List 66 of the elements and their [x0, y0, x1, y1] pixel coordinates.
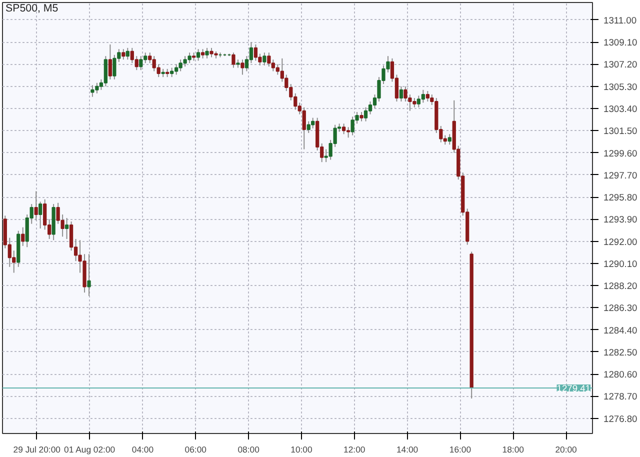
- candlestick: [249, 42, 254, 64]
- x-tick-label: 01 Aug 02:00: [64, 444, 116, 454]
- y-tick-label: 1286.30: [604, 303, 638, 314]
- y-tick-label: 1292.00: [604, 236, 638, 247]
- candlestick: [122, 48, 126, 60]
- candlestick: [196, 48, 200, 62]
- y-tick-label: 1307.20: [604, 60, 638, 70]
- y-tick-label: 1288.20: [604, 281, 638, 292]
- candlestick: [262, 52, 266, 66]
- candlestick: [364, 106, 368, 122]
- candlestick: [64, 218, 69, 240]
- y-tick-label: 1311.00: [604, 15, 637, 26]
- candlestick: [108, 44, 112, 80]
- candlestick: [346, 126, 350, 138]
- y-tick-label: 1295.80: [604, 192, 638, 203]
- x-tick-label: 08:00: [238, 444, 260, 454]
- candlestick: [448, 134, 452, 146]
- candlestick: [360, 111, 364, 122]
- candlestick: [112, 54, 116, 80]
- candlestick: [139, 56, 143, 71]
- x-tick-label: 06:00: [184, 444, 207, 454]
- candlestick: [421, 89, 425, 104]
- candlestick: [205, 47, 209, 59]
- x-tick-label: 14:00: [396, 444, 418, 454]
- ref-line-label: 1279.41: [556, 383, 591, 394]
- candlestick: [104, 56, 108, 87]
- y-tick-label: 1290.10: [604, 258, 638, 269]
- y-tick-label: 1293.90: [604, 214, 638, 225]
- candlestick: [148, 52, 152, 64]
- y-tick-label: 1297.70: [604, 170, 638, 180]
- x-tick-label: 04:00: [132, 444, 154, 454]
- y-tick-label: 1305.30: [604, 82, 638, 92]
- candlestick: [306, 120, 310, 134]
- candlestick: [38, 201, 42, 229]
- candlestick: [87, 254, 91, 297]
- candlestick: [302, 106, 306, 150]
- y-tick-label: 1301.50: [604, 126, 638, 136]
- candlestick: [34, 190, 38, 221]
- y-tick-label: 1282.50: [604, 347, 638, 358]
- candlestick: [254, 44, 258, 62]
- candlestick: [126, 47, 130, 60]
- candlestick: [399, 86, 404, 102]
- candlestick: [368, 101, 372, 115]
- candlestick: [267, 52, 271, 68]
- chart-title: SP500, M5: [6, 2, 58, 14]
- y-tick-label: 1278.70: [604, 392, 638, 402]
- y-tick-label: 1276.80: [604, 414, 638, 424]
- x-tick-label: 29 Jul 20:00: [13, 444, 61, 454]
- candlestick: [240, 59, 244, 76]
- y-tick-label: 1299.60: [604, 148, 638, 158]
- x-tick-label: 18:00: [502, 444, 524, 454]
- x-tick-label: 16:00: [449, 444, 472, 454]
- candlestick: [426, 90, 430, 102]
- candlestick: [170, 67, 174, 78]
- y-tick-label: 1280.60: [604, 370, 638, 380]
- candlestick: [200, 48, 205, 59]
- candlestick: [21, 226, 25, 246]
- candlestick: [342, 123, 346, 135]
- x-tick-label: 10:00: [290, 444, 312, 454]
- y-tick-label: 1284.40: [604, 325, 638, 336]
- x-tick-label: 12:00: [344, 444, 366, 454]
- candlestick: [232, 52, 236, 68]
- candlestick: [311, 117, 315, 129]
- y-tick-label: 1309.10: [604, 38, 638, 48]
- y-tick-label: 1303.40: [604, 104, 638, 114]
- x-tick-label: 20:00: [555, 444, 578, 454]
